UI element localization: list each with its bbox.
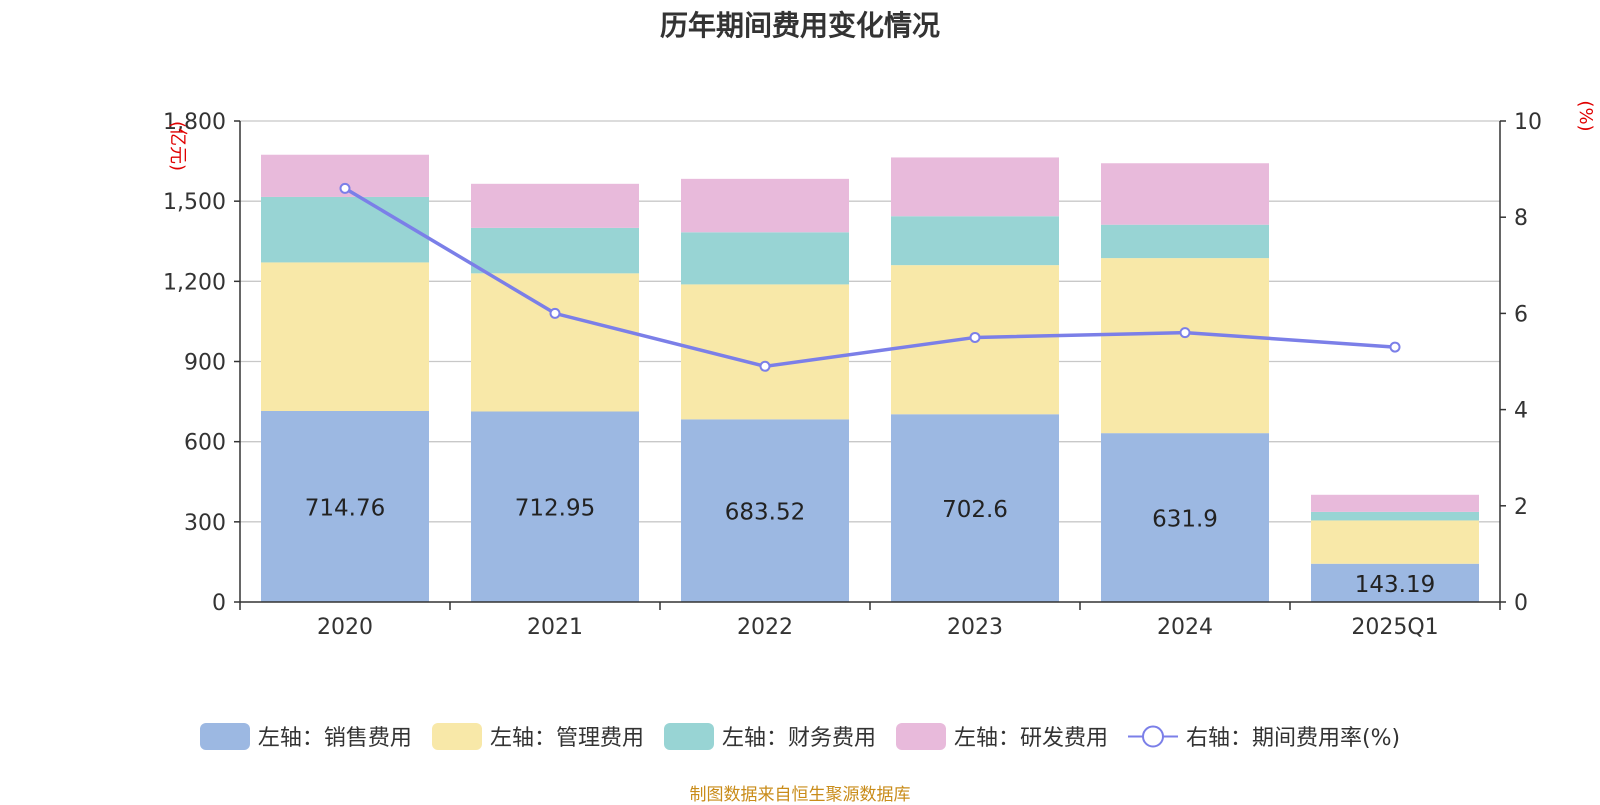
bar-segment	[471, 411, 639, 602]
left-axis-tick-label: 1,200	[163, 270, 226, 295]
legend-color-swatch	[895, 722, 946, 750]
rate-line-point	[759, 360, 771, 372]
bar-value-label: 712.95	[515, 496, 595, 522]
x-axis-category-label: 2024	[1157, 615, 1213, 640]
bar-segment	[1101, 433, 1269, 602]
legend-label: 左轴：研发费用	[953, 726, 1108, 751]
x-axis-category-label: 2022	[737, 615, 793, 640]
bar-segment	[1101, 224, 1269, 259]
bar-segment	[1311, 520, 1479, 564]
x-axis-category-label: 2023	[947, 615, 1003, 640]
stacked-bar-line-chart: 714.76 712.95 683.52 702.6 631.9 143.19 0 300 6…	[163, 100, 1596, 640]
data-source-note: 制图数据来自恒生聚源数据库	[689, 785, 911, 805]
left-axis-tick-label: 300	[184, 511, 226, 536]
rate-line-point	[969, 331, 981, 343]
bar-segment	[891, 216, 1059, 266]
bar-segment	[891, 157, 1059, 217]
bar-marks	[261, 154, 1479, 602]
left-axis-tick-label: 1,800	[163, 110, 226, 135]
bar-value-label: 714.76	[305, 496, 385, 522]
left-axis-tick-label: 0	[212, 591, 226, 616]
legend-color-swatch	[431, 722, 482, 750]
bar-segment	[1101, 163, 1269, 225]
legend-label: 右轴：期间费用率(%)	[1185, 726, 1401, 751]
left-axis-unit: (亿元)	[167, 121, 188, 171]
legend-label: 左轴：财务费用	[721, 726, 876, 751]
legend-item[interactable]: 左轴：管理费用	[431, 720, 644, 752]
bar-segment	[261, 262, 429, 412]
rate-line-path	[344, 186, 1396, 369]
grid-lines	[240, 120, 1500, 523]
bar-segment	[471, 183, 639, 228]
legend-item[interactable]: 左轴：财务费用	[663, 720, 876, 752]
bar-value-label: 631.9	[1152, 507, 1218, 533]
legend-item[interactable]: 左轴：研发费用	[895, 720, 1108, 752]
data-labels: 714.76 712.95 683.52 702.6 631.9 143.19	[305, 496, 1435, 598]
bar-segment	[261, 411, 429, 602]
bar-segment	[1311, 494, 1479, 512]
right-axis-unit: (%)	[1575, 100, 1596, 131]
bar-segment	[1311, 511, 1479, 521]
right-axis-tick-label: 0	[1514, 591, 1528, 616]
legend-color-swatch	[199, 722, 250, 750]
bar-segment	[891, 414, 1059, 602]
bar-value-label: 702.6	[942, 497, 1008, 523]
bar-value-label: 683.52	[725, 500, 805, 526]
x-axis-category-label: 2025Q1	[1351, 615, 1438, 640]
bar-segment	[681, 178, 849, 233]
rate-line-point	[339, 182, 351, 194]
rate-line	[339, 182, 1401, 372]
legend-item[interactable]: 右轴：期间费用率(%)	[1127, 720, 1401, 752]
left-axis-tick-label: 900	[184, 351, 226, 376]
legend-line-marker	[1127, 725, 1178, 747]
axes: 0 300 600 900 1,200 1,500 1,800 0 2 4 6 8 10 2020 2021…	[163, 110, 1542, 640]
right-axis-tick-label: 2	[1514, 495, 1528, 520]
chart-legend: 左轴：销售费用 左轴：管理费用 左轴：财务费用 左轴：研发费用 右轴：期间费用率(%)	[0, 720, 1600, 752]
rate-line-point	[1179, 327, 1191, 339]
rate-line-point	[1389, 341, 1401, 353]
bar-segment	[261, 196, 429, 263]
rate-line-point	[549, 307, 561, 319]
chart-title: 历年期间费用变化情况	[659, 9, 940, 42]
bar-segment	[1311, 563, 1479, 602]
bar-segment	[1101, 258, 1269, 434]
bar-segment	[681, 419, 849, 602]
bar-value-label: 143.19	[1355, 572, 1435, 598]
bar-segment	[471, 273, 639, 412]
legend-label: 左轴：管理费用	[489, 726, 644, 751]
x-axis-category-label: 2021	[527, 615, 583, 640]
right-axis-tick-label: 4	[1514, 399, 1528, 424]
left-axis-tick-label: 1,500	[163, 190, 226, 215]
bar-segment	[681, 232, 849, 285]
left-axis-tick-label: 600	[184, 431, 226, 456]
legend-label: 左轴：销售费用	[257, 726, 412, 751]
legend-color-swatch	[663, 722, 714, 750]
bar-segment	[471, 227, 639, 274]
right-axis-tick-label: 6	[1514, 302, 1528, 327]
legend-item[interactable]: 左轴：销售费用	[199, 720, 412, 752]
right-axis-tick-label: 10	[1514, 110, 1542, 135]
legend-line-circle	[1141, 725, 1164, 747]
right-axis-tick-label: 8	[1514, 206, 1528, 231]
x-axis-category-label: 2020	[317, 615, 373, 640]
